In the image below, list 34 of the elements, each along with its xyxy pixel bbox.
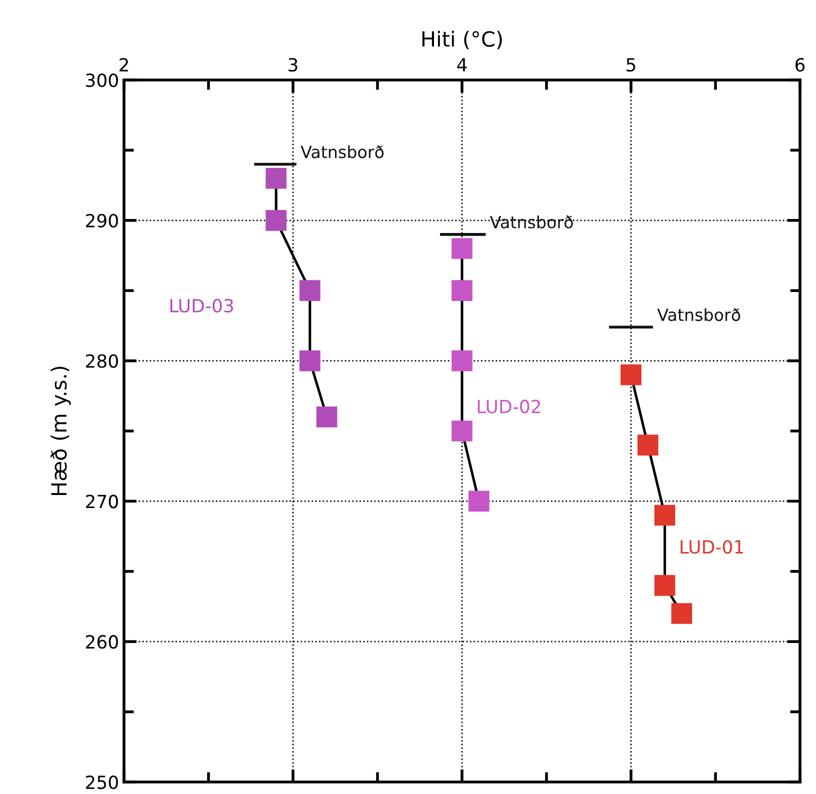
y-axis-title: Hæð (m y.s.)	[50, 366, 71, 496]
point	[452, 350, 472, 372]
x-axis-title: Hiti (°C)	[422, 30, 502, 50]
point	[266, 210, 287, 231]
point	[654, 504, 676, 526]
point	[452, 238, 472, 259]
series-label: Vatnsborð	[300, 145, 384, 158]
y-tick-label: 260	[86, 635, 118, 649]
point	[299, 280, 320, 302]
point	[316, 406, 338, 428]
y-tick-label: 290	[86, 214, 118, 228]
y-tick-label: 300	[86, 73, 118, 88]
point	[671, 603, 692, 624]
x-tick-label: 3	[288, 58, 298, 72]
x-tick-label: 2	[120, 58, 128, 72]
series-label: LUD-01	[680, 540, 744, 554]
point	[299, 350, 320, 372]
point	[637, 434, 658, 456]
point	[468, 490, 490, 512]
y-tick-label: 270	[86, 494, 118, 508]
x-tick-label: 4	[457, 58, 467, 72]
point	[620, 364, 642, 386]
x-tick-label: 6	[796, 58, 805, 72]
y-tick-label: 280	[86, 354, 118, 368]
x-tick-label: 5	[626, 58, 636, 72]
text: LUD-03	[170, 298, 233, 313]
point	[266, 168, 287, 189]
series-label: LUD-02	[478, 400, 540, 414]
y-tick-label: 250	[86, 775, 118, 790]
point	[654, 575, 676, 596]
point	[452, 420, 472, 442]
point	[452, 280, 472, 302]
series-label: Vatnsborð	[657, 308, 740, 322]
series-label: Vatnsborð	[490, 216, 573, 228]
